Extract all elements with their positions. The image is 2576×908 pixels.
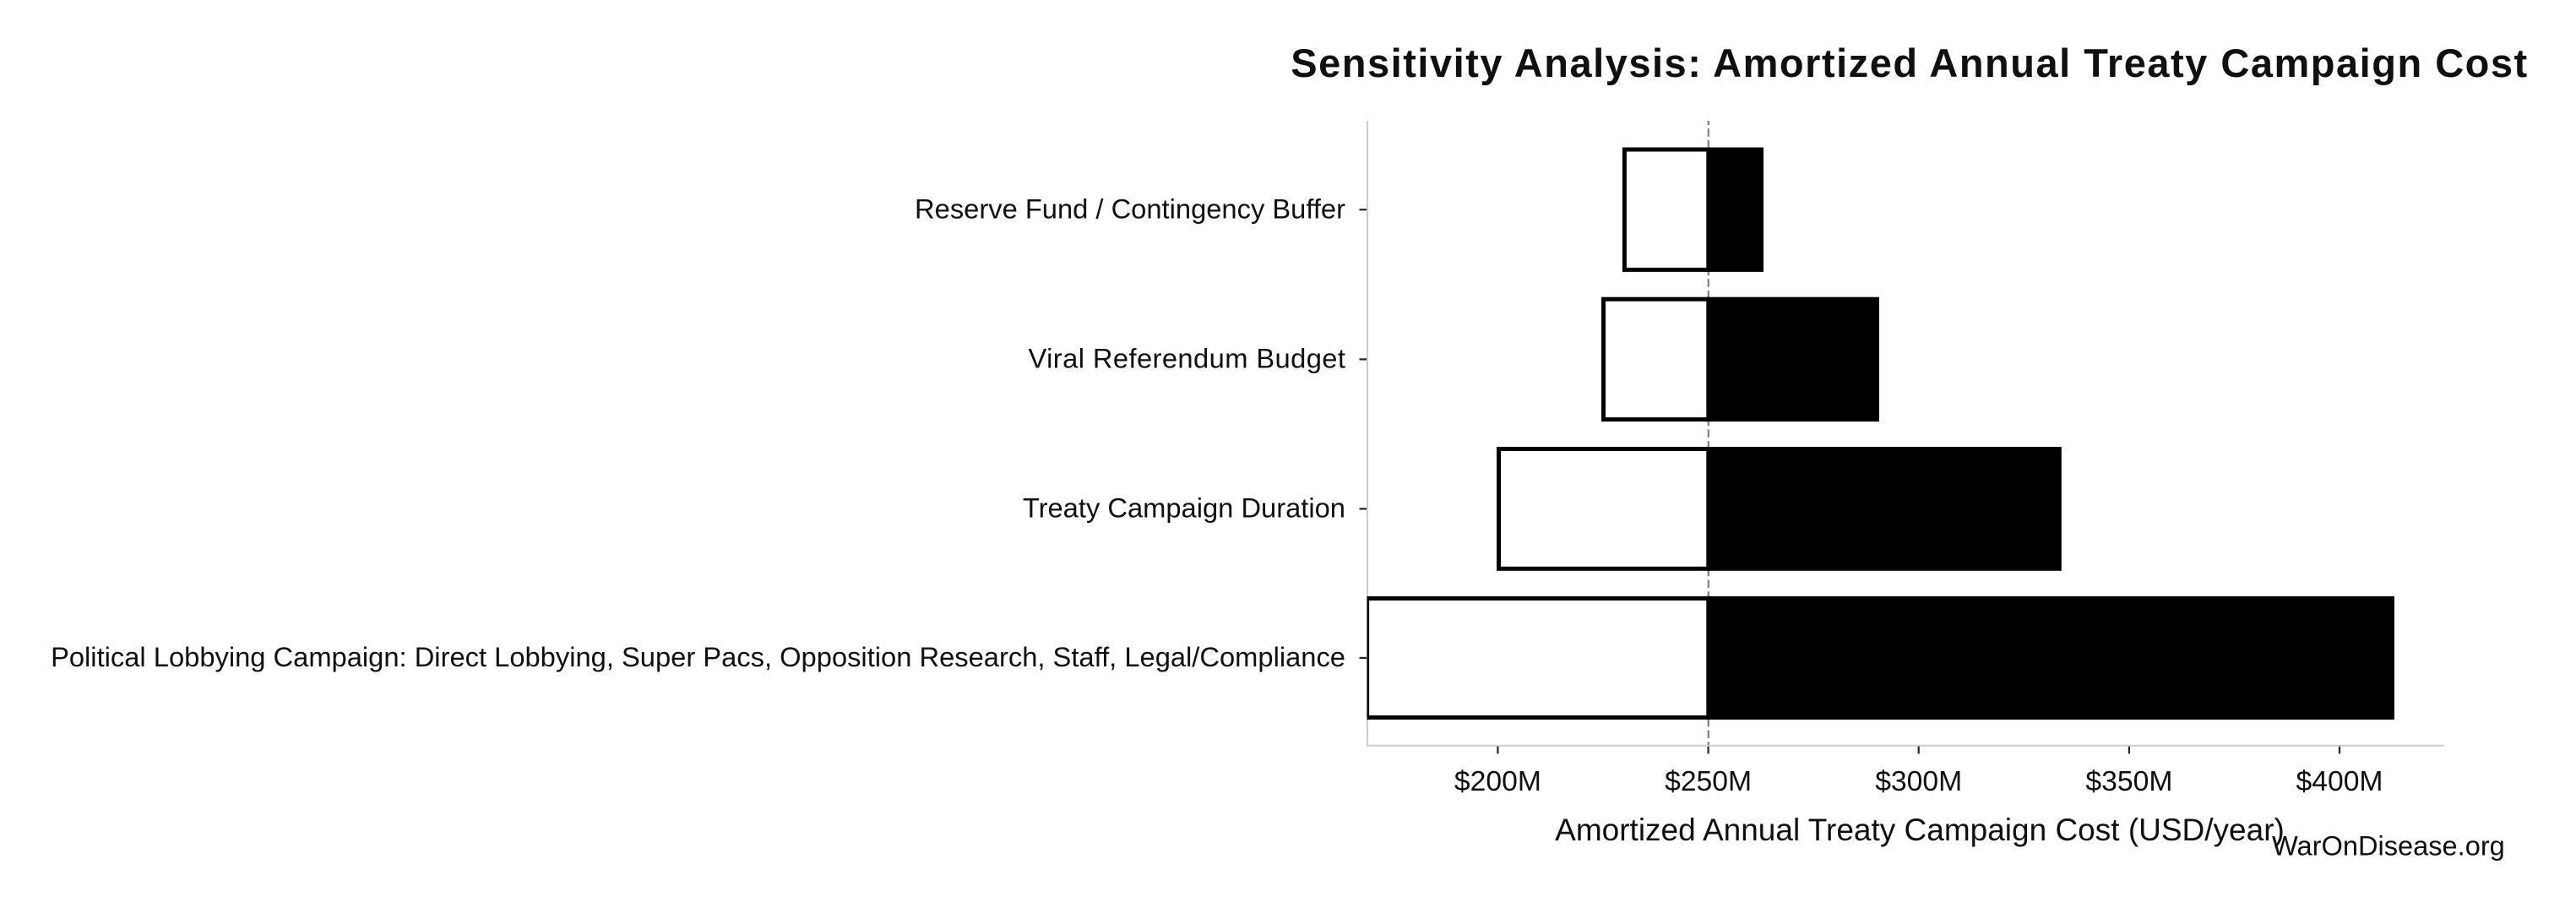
svg-text:$200M: $200M [1454,765,1541,797]
svg-text:$300M: $300M [1875,765,1962,797]
svg-text:$350M: $350M [2085,765,2172,797]
svg-text:WarOnDisease.org: WarOnDisease.org [2272,829,2505,861]
svg-text:Sensitivity Analysis: Amortize: Sensitivity Analysis: Amortized Annual T… [1291,41,2528,85]
svg-text:Viral Referendum Budget: Viral Referendum Budget [1029,343,1346,374]
svg-text:Amortized Annual Treaty Campai: Amortized Annual Treaty Campaign Cost (U… [1555,813,2285,847]
svg-text:$250M: $250M [1665,765,1752,797]
svg-text:$400M: $400M [2296,765,2383,797]
svg-text:Reserve Fund / Contingency Buf: Reserve Fund / Contingency Buffer [915,193,1345,224]
svg-text:Political Lobbying Campaign: D: Political Lobbying Campaign: Direct Lobb… [51,641,1345,672]
svg-text:Treaty Campaign Duration: Treaty Campaign Duration [1023,492,1345,524]
